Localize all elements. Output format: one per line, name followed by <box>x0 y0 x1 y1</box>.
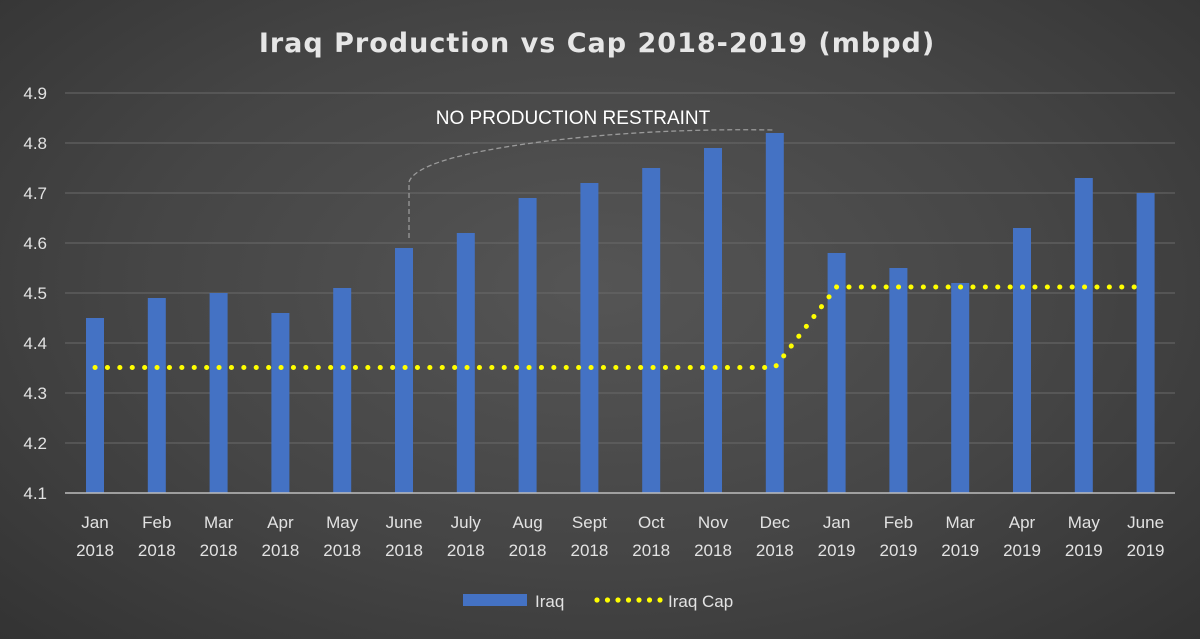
x-tick-year: 2019 <box>941 541 979 560</box>
bar <box>1136 193 1155 493</box>
legend-dot <box>636 597 642 603</box>
x-tick-year: 2018 <box>385 541 423 560</box>
legend-swatch-iraq-cap <box>594 597 663 603</box>
legend-dot <box>604 597 611 603</box>
bar <box>333 288 352 493</box>
x-tick-year: 2018 <box>509 541 547 560</box>
bar <box>951 283 970 493</box>
x-tick-year: 2019 <box>818 541 856 560</box>
legend-dot <box>657 597 663 603</box>
x-tick-month: Feb <box>142 513 171 532</box>
bar <box>827 253 846 493</box>
x-tick-month: Apr <box>267 513 294 532</box>
bar <box>209 293 228 493</box>
gridlines <box>65 92 1175 444</box>
bar <box>642 168 661 493</box>
x-tick-month: June <box>386 513 423 532</box>
legend-dot <box>594 597 600 603</box>
y-tick-label: 4.5 <box>23 284 47 303</box>
bar <box>86 318 104 493</box>
y-tick-label: 4.7 <box>23 184 47 203</box>
x-tick-year: 2018 <box>447 541 485 560</box>
y-tick-label: 4.6 <box>23 234 47 253</box>
x-tick-year: 2018 <box>570 541 608 560</box>
legend-dot <box>615 597 621 603</box>
x-tick-month: May <box>1068 513 1101 532</box>
x-tick-month: Apr <box>1009 513 1036 532</box>
x-tick-month: Dec <box>760 513 791 532</box>
x-tick-month: Sept <box>572 513 607 532</box>
x-tick-year: 2019 <box>1127 541 1165 560</box>
annotation: NO PRODUCTION RESTRAINT <box>408 108 775 238</box>
bar <box>395 248 413 493</box>
x-tick-year: 2018 <box>261 541 299 560</box>
line-series-iraq-cap <box>92 284 1149 370</box>
legend-dot <box>625 597 632 603</box>
bar <box>704 148 722 493</box>
x-tick-month: Mar <box>946 513 976 532</box>
y-tick-label: 4.1 <box>23 484 47 503</box>
x-tick-month: Aug <box>512 513 542 532</box>
legend: Iraq Iraq Cap <box>463 592 733 611</box>
x-tick-year: 2018 <box>632 541 670 560</box>
x-tick-month: Nov <box>698 513 729 532</box>
x-tick-month: Jan <box>81 513 108 532</box>
x-tick-year: 2019 <box>879 541 917 560</box>
x-tick-year: 2018 <box>138 541 176 560</box>
x-axis-ticks: Jan 2018 Feb 2018 Mar 2018 Apr 2018 May 2018 June 2… <box>76 513 1164 560</box>
x-tick-month: Feb <box>884 513 913 532</box>
annotation-label: NO PRODUCTION RESTRAINT <box>436 108 711 129</box>
y-tick-label: 4.2 <box>23 434 47 453</box>
x-tick-year: 2018 <box>200 541 238 560</box>
legend-swatch-iraq <box>463 594 527 606</box>
legend-dot <box>646 597 653 603</box>
x-tick-month: Mar <box>204 513 234 532</box>
bar <box>889 268 908 493</box>
x-tick-year: 2019 <box>1003 541 1041 560</box>
x-tick-year: 2018 <box>756 541 794 560</box>
x-tick-month: Oct <box>638 513 665 532</box>
annotation-bracket <box>408 129 775 238</box>
bar <box>518 198 537 493</box>
y-tick-label: 4.3 <box>23 384 47 403</box>
bar <box>456 233 475 493</box>
x-tick-month: Jan <box>823 513 850 532</box>
x-tick-year: 2019 <box>1065 541 1103 560</box>
legend-label-iraq: Iraq <box>535 592 564 611</box>
y-tick-label: 4.8 <box>23 134 47 153</box>
x-tick-year: 2018 <box>76 541 114 560</box>
bar <box>147 298 166 493</box>
y-axis-ticks: 4.1 4.2 4.3 4.4 4.5 4.6 4.7 4.8 4.9 <box>23 84 47 503</box>
x-tick-month: June <box>1127 513 1164 532</box>
bar-series-iraq <box>86 133 1155 493</box>
bar <box>1074 178 1093 493</box>
y-tick-label: 4.9 <box>23 84 47 103</box>
x-tick-year: 2018 <box>694 541 732 560</box>
bar <box>271 313 290 493</box>
x-tick-month: May <box>326 513 359 532</box>
x-tick-year: 2018 <box>323 541 361 560</box>
bar <box>580 183 599 493</box>
y-tick-label: 4.4 <box>23 334 47 353</box>
bar <box>765 133 784 493</box>
legend-label-iraq-cap: Iraq Cap <box>668 592 733 611</box>
x-tick-month: July <box>451 513 482 532</box>
cap-line <box>92 284 1149 370</box>
chart-title: Iraq Production vs Cap 2018-2019 (mbpd) <box>259 28 935 59</box>
bar <box>1013 228 1031 493</box>
